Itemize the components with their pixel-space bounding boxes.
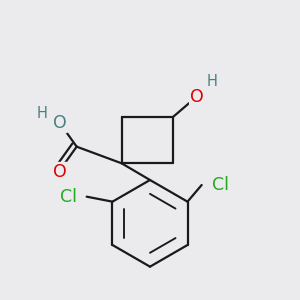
Text: Cl: Cl [212, 176, 229, 194]
Text: O: O [53, 163, 67, 181]
Text: H: H [36, 106, 47, 121]
Text: O: O [53, 114, 67, 132]
Text: H: H [206, 74, 217, 89]
Text: Cl: Cl [60, 188, 77, 206]
Text: O: O [190, 88, 203, 106]
